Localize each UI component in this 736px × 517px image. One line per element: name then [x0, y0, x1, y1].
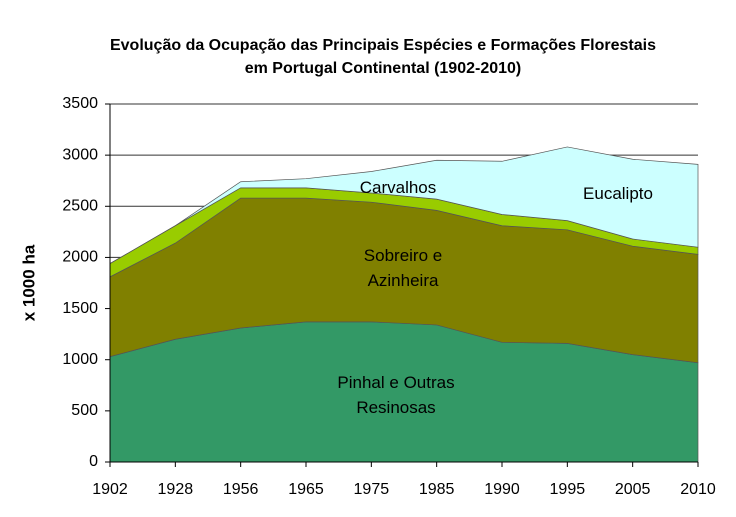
x-tick-label: 1956	[223, 481, 259, 498]
y-tick-label: 3500	[62, 95, 98, 112]
y-tick-label: 3000	[62, 146, 98, 163]
area-label: Carvalhos	[359, 178, 437, 197]
x-tick-label: 1928	[158, 481, 194, 498]
x-tick-label: 2005	[615, 481, 651, 498]
x-tick-label: 1965	[288, 481, 324, 498]
area-label: Eucalipto	[583, 184, 653, 203]
x-tick-label: 2010	[680, 481, 716, 498]
y-tick-label: 2000	[62, 249, 98, 266]
y-tick-label: 500	[71, 402, 98, 419]
x-tick-label: 1902	[92, 481, 128, 498]
y-axis-label: x 1000 ha	[19, 244, 38, 321]
y-tick-label: 1500	[62, 300, 98, 317]
area	[109, 146, 699, 264]
chart-title: Evolução da Ocupação das Principais Espé…	[109, 37, 656, 77]
y-tick-label: 1000	[62, 351, 98, 368]
x-tick-label: 1990	[484, 481, 520, 498]
y-tick-label: 2500	[62, 198, 98, 215]
area-label: Pinhal e Outras Resinosas	[337, 373, 455, 417]
x-tick-label: 1995	[550, 481, 586, 498]
area-label: Sobreiro e Azinheira	[363, 246, 443, 290]
x-tick-label: 1975	[354, 481, 390, 498]
x-tick-label: 1985	[419, 481, 455, 498]
y-tick-label: 0	[89, 453, 98, 470]
